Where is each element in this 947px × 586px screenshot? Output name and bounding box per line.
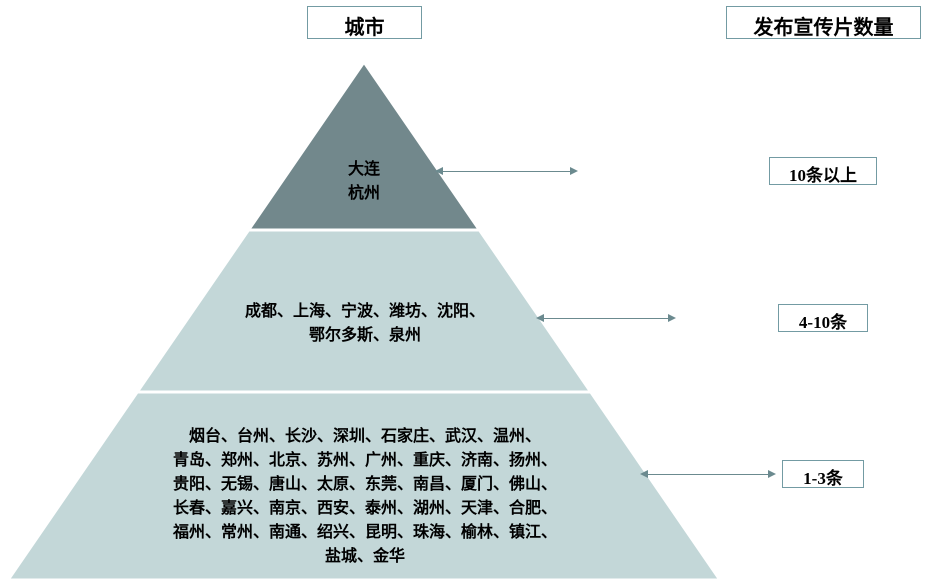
header-city: 城市 xyxy=(307,6,422,39)
arrow-top-right-head xyxy=(570,167,578,175)
arrow-top-line xyxy=(441,171,572,172)
pyramid-bottom-text: 烟台、台州、长沙、深圳、石家庄、武汉、温州、青岛、郑州、北京、苏州、广州、重庆、… xyxy=(105,425,625,569)
pyramid-middle-text: 成都、上海、宁波、潍坊、沈阳、鄂尔多斯、泉州 xyxy=(165,300,565,348)
arrow-bottom-line xyxy=(646,474,770,475)
label-middle: 4-10条 xyxy=(778,304,868,332)
label-top: 10条以上 xyxy=(769,157,877,185)
arrow-middle-line xyxy=(542,318,670,319)
pyramid-top-text: 大连杭州 xyxy=(300,158,428,206)
arrow-bottom-right-head xyxy=(768,470,776,478)
arrow-middle-right-head xyxy=(668,314,676,322)
label-bottom: 1-3条 xyxy=(782,460,864,488)
header-count: 发布宣传片数量 xyxy=(726,6,921,39)
